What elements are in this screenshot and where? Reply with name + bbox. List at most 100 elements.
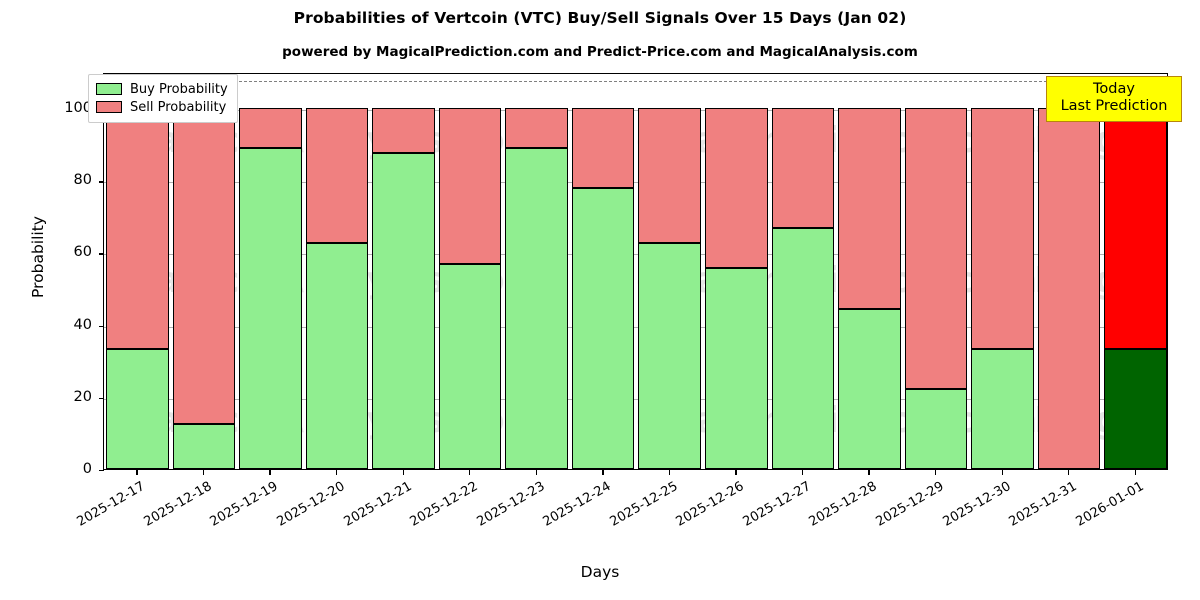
- x-tick-label: 2025-12-18: [141, 479, 215, 530]
- bar-segment-sell[interactable]: [638, 108, 702, 244]
- bar-group[interactable]: [172, 74, 236, 469]
- bar-segment-buy[interactable]: [505, 148, 568, 469]
- bar-segment-buy[interactable]: [438, 263, 502, 469]
- last-prediction-label: Last Prediction: [1060, 98, 1168, 115]
- gridline-y-60: [104, 254, 1167, 256]
- bar-group[interactable]: [771, 74, 835, 469]
- y-tick-label: 0: [82, 461, 92, 477]
- x-tick-mark: [535, 470, 537, 475]
- bar-segment-sell[interactable]: [1037, 108, 1101, 469]
- x-tick-label: 2025-12-30: [940, 479, 1014, 530]
- x-tick-label: 2025-12-23: [474, 479, 548, 530]
- x-tick-label: 2025-12-19: [207, 479, 281, 530]
- threshold-dashed-line: [104, 81, 1167, 83]
- bar-group[interactable]: [372, 74, 435, 469]
- x-tick-mark: [1068, 470, 1070, 475]
- bar-segment-buy[interactable]: [904, 388, 968, 469]
- x-tick-mark: [602, 470, 604, 475]
- bar-segment-buy[interactable]: [705, 268, 768, 469]
- bar-group[interactable]: [239, 74, 302, 469]
- plot-area: MagicalAnalysis.comMagicalPrediction.com…: [103, 73, 1168, 470]
- bar-segment-sell[interactable]: [239, 108, 302, 149]
- chart-legend: Buy Probability Sell Probability: [88, 74, 238, 123]
- gridline-y-40: [104, 326, 1167, 328]
- x-tick-label: 2025-12-21: [341, 479, 415, 530]
- bar-segment-sell[interactable]: [172, 108, 236, 424]
- y-tick-label: 40: [73, 316, 92, 333]
- gridline-y-100: [104, 110, 1167, 112]
- bar-segment-sell[interactable]: [105, 108, 169, 349]
- bar-segment-sell[interactable]: [372, 108, 435, 154]
- x-tick-label: 2025-12-20: [274, 479, 348, 530]
- y-tick-label: 60: [73, 244, 92, 261]
- x-tick-label: 2025-12-25: [607, 479, 681, 530]
- x-tick-label: 2025-12-17: [74, 479, 148, 530]
- bar-segment-sell[interactable]: [971, 108, 1034, 349]
- legend-swatch-buy: [96, 83, 122, 95]
- y-tick-label: 20: [73, 388, 92, 405]
- bar-group[interactable]: [571, 74, 635, 469]
- bar-segment-sell[interactable]: [1104, 108, 1167, 349]
- bar-segment-buy[interactable]: [239, 148, 302, 469]
- bar-group[interactable]: [904, 74, 968, 469]
- bar-group[interactable]: [438, 74, 502, 469]
- bar-group[interactable]: [838, 74, 901, 469]
- bar-segment-sell[interactable]: [705, 108, 768, 269]
- y-tick-mark: [99, 470, 104, 472]
- y-tick-mark: [99, 181, 104, 183]
- bar-group[interactable]: [638, 74, 702, 469]
- bar-segment-sell[interactable]: [438, 108, 502, 264]
- x-tick-mark: [469, 470, 471, 475]
- y-tick-mark: [99, 325, 104, 327]
- bar-segment-sell[interactable]: [838, 108, 901, 309]
- x-tick-label: 2025-12-26: [673, 479, 747, 530]
- bar-segment-sell[interactable]: [571, 108, 635, 189]
- today-annotation-box: Today Last Prediction: [1046, 76, 1182, 123]
- bar-segment-sell[interactable]: [904, 108, 968, 389]
- bar-segment-buy[interactable]: [638, 243, 702, 469]
- chart-subtitle: powered by MagicalPrediction.com and Pre…: [282, 44, 918, 60]
- bar-segment-buy[interactable]: [771, 228, 835, 469]
- bar-group[interactable]: [1104, 74, 1167, 469]
- x-tick-label: 2025-12-22: [407, 479, 481, 530]
- x-tick-mark: [735, 470, 737, 475]
- y-tick-label: 80: [73, 172, 92, 189]
- bar-group[interactable]: [105, 74, 169, 469]
- bar-segment-buy[interactable]: [305, 243, 369, 469]
- legend-label-sell: Sell Probability: [130, 99, 227, 115]
- bar-segment-buy[interactable]: [105, 348, 169, 469]
- x-tick-mark: [402, 470, 404, 475]
- bar-group[interactable]: [1037, 74, 1101, 469]
- legend-item-sell: Sell Probability: [96, 98, 228, 116]
- y-tick-mark: [99, 253, 104, 255]
- bar-segment-sell[interactable]: [771, 108, 835, 229]
- bar-segment-buy[interactable]: [971, 348, 1034, 469]
- bar-segment-sell[interactable]: [505, 108, 568, 149]
- bar-segment-buy[interactable]: [1104, 348, 1167, 469]
- bar-group[interactable]: [971, 74, 1034, 469]
- x-tick-label: 2026-01-01: [1073, 479, 1147, 530]
- bar-segment-sell[interactable]: [305, 108, 369, 244]
- gridline-y-80: [104, 182, 1167, 184]
- legend-swatch-sell: [96, 101, 122, 113]
- x-tick-mark: [1134, 470, 1137, 475]
- gridline-y-20: [104, 398, 1167, 400]
- x-tick-mark: [935, 470, 937, 475]
- bar-segment-buy[interactable]: [172, 423, 236, 469]
- bar-group[interactable]: [705, 74, 768, 469]
- x-tick-mark: [801, 470, 804, 475]
- x-tick-label: 2025-12-29: [873, 479, 947, 530]
- x-tick-label: 2025-12-31: [1006, 479, 1080, 530]
- bar-segment-buy[interactable]: [838, 308, 901, 469]
- bar-segment-buy[interactable]: [372, 153, 435, 469]
- x-tick-mark: [668, 470, 671, 475]
- today-label: Today: [1093, 81, 1135, 97]
- x-tick-mark: [269, 470, 271, 475]
- x-tick-label: 2025-12-27: [740, 479, 814, 530]
- bar-segment-buy[interactable]: [571, 188, 635, 469]
- chart-title: Probabilities of Vertcoin (VTC) Buy/Sell…: [293, 9, 907, 27]
- y-tick-label: 100: [64, 100, 92, 117]
- bar-group[interactable]: [305, 74, 369, 469]
- bar-group[interactable]: [505, 74, 568, 469]
